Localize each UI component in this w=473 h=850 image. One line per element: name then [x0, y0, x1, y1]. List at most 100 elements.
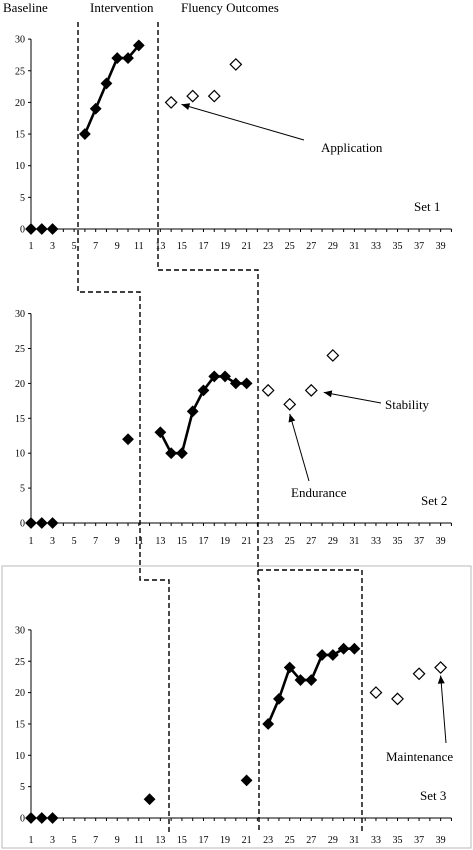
- annotation-label: Application: [321, 140, 383, 155]
- set3-y-tick-label: 5: [20, 782, 25, 793]
- annotation-arrow-line: [323, 391, 382, 404]
- set2-intervention-point: [197, 384, 210, 397]
- set1-baseline-point: [25, 223, 37, 235]
- set3-x-tick-label: 27: [306, 835, 316, 846]
- set2-x-tick-label: 25: [285, 536, 295, 547]
- set1-x-tick-label: 37: [414, 241, 424, 252]
- phase-change-line-1: [77, 22, 170, 833]
- set3-baseline-point: [25, 812, 37, 824]
- set3-intervention-point: [326, 649, 339, 661]
- set1-x-tick-label: 25: [285, 241, 295, 252]
- set1-intervention-point: [100, 77, 113, 90]
- set1-y-tick-label: 10: [15, 161, 25, 172]
- annotation-arrow-head: [181, 103, 191, 110]
- set1-intervention-point: [78, 128, 91, 140]
- set3-x-tick-label: 15: [177, 835, 187, 846]
- set3-x-tick-label: 5: [72, 835, 77, 846]
- set1-outcome-point: [186, 89, 200, 103]
- set2-outcome-point: [283, 397, 297, 411]
- annotation-arrow-head: [288, 413, 296, 423]
- set2-x-tick-label: 23: [263, 536, 273, 547]
- set3-outcome-point: [412, 667, 426, 681]
- phase-change-line-3: [258, 569, 363, 833]
- set2-outcome-point: [304, 383, 318, 397]
- set1-y-tick-label: 25: [15, 66, 25, 77]
- set1-x-tick-label: 7: [93, 241, 98, 252]
- set1-x-tick-label: 39: [436, 241, 446, 252]
- set1-outcome-point: [207, 89, 221, 103]
- set3-x-tick-label: 11: [134, 835, 144, 846]
- set2-intervention-point: [186, 405, 199, 418]
- set2-x-tick-label: 29: [328, 536, 338, 547]
- set3-x-tick-label: 31: [349, 835, 359, 846]
- set1-x-tick-label: 1: [29, 241, 34, 252]
- set3-x-tick-label: 21: [242, 835, 252, 846]
- set1-x-tick-label: 27: [306, 241, 316, 252]
- set2-baseline-point: [25, 517, 37, 529]
- set2-label: Set 2: [421, 493, 447, 508]
- set1-x-tick-label: 31: [349, 241, 359, 252]
- annotation-arrow-line: [440, 675, 447, 744]
- set2-intervention-point: [154, 426, 167, 439]
- set3-outcome-point: [369, 686, 383, 700]
- set2-x-tick-label: 5: [72, 536, 77, 547]
- set3-intervention-point: [143, 793, 156, 806]
- set3-x-tick-label: 13: [155, 835, 165, 846]
- set1-x-tick-label: 9: [115, 241, 120, 252]
- set3-x-tick-label: 19: [220, 835, 230, 846]
- annotation-arrow-head: [323, 390, 333, 398]
- set2-x-tick-label: 15: [177, 536, 187, 547]
- set3-intervention-point: [262, 718, 275, 730]
- set1-y-tick-label: 20: [15, 98, 25, 109]
- set2-x-tick-label: 39: [436, 536, 446, 547]
- set3-intervention-point: [348, 642, 361, 655]
- set2-y-tick-label: 15: [15, 414, 25, 425]
- set1-x-tick-label: 13: [155, 241, 165, 252]
- set1-label: Set 1: [414, 199, 440, 214]
- set2-y-tick-label: 10: [15, 449, 25, 460]
- set3-label: Set 3: [420, 788, 446, 803]
- set3-intervention-point: [294, 674, 307, 686]
- set3-x-tick-label: 9: [115, 835, 120, 846]
- set3-intervention-point: [240, 774, 253, 787]
- set2-intervention-point: [165, 447, 178, 460]
- set2-x-tick-label: 3: [50, 536, 55, 547]
- set1-x-tick-label: 3: [50, 241, 55, 252]
- set2-intervention-point: [229, 377, 242, 390]
- set3-x-tick-label: 39: [436, 835, 446, 846]
- set2-y-tick-label: 20: [15, 379, 25, 390]
- set2-x-tick-label: 21: [242, 536, 252, 547]
- set3-x-tick-label: 1: [29, 835, 34, 846]
- set3-baseline-point: [35, 812, 48, 824]
- set3-y-tick-label: 10: [15, 751, 25, 762]
- set2-y-tick-label: 5: [20, 484, 25, 495]
- set3-intervention-line: [266, 647, 355, 725]
- set3-x-tick-label: 25: [285, 835, 295, 846]
- set1-x-tick-label: 5: [72, 241, 77, 252]
- set1-x-tick-label: 23: [263, 241, 273, 252]
- set1-outcome-point: [229, 57, 243, 71]
- set3-intervention-point: [273, 692, 285, 705]
- set1-x-tick-label: 21: [242, 241, 252, 252]
- set3-intervention-point: [316, 649, 328, 661]
- set2-y-tick-label: 25: [15, 344, 25, 355]
- set2-x-tick-label: 17: [198, 536, 208, 547]
- set1-x-tick-label: 15: [177, 241, 187, 252]
- set1-x-tick-label: 17: [198, 241, 208, 252]
- set3-y-tick-label: 30: [15, 625, 25, 636]
- set3-baseline-point: [46, 812, 59, 824]
- set2-outcome-point: [326, 349, 340, 362]
- set1-x-tick-label: 29: [328, 241, 338, 252]
- annotation-label: Maintenance: [386, 749, 453, 764]
- set3-x-tick-label: 23: [263, 835, 273, 846]
- set2-intervention-point: [122, 433, 134, 446]
- phase-change-lines: [77, 22, 363, 833]
- set3-outcome-point: [434, 661, 448, 674]
- set1-intervention-point: [122, 52, 134, 64]
- set1-x-tick-label: 19: [220, 241, 230, 252]
- set2-intervention-point: [208, 370, 221, 383]
- set3-y-tick-label: 20: [15, 688, 25, 699]
- set2-baseline-point: [46, 517, 59, 529]
- set3-intervention-point: [337, 642, 350, 655]
